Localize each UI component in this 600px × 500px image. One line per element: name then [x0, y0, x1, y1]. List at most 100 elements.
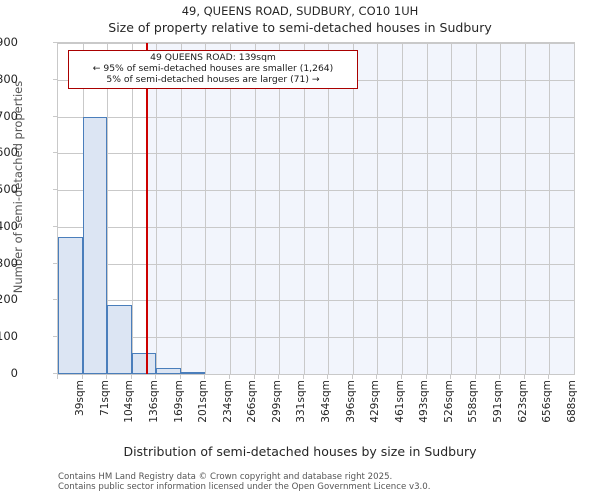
x-tick-label-169sqm: 169sqm	[172, 380, 185, 423]
x-tick-label-623sqm: 623sqm	[516, 380, 529, 423]
y-tick-label-100: 100	[0, 329, 18, 344]
gridline-y-700	[58, 116, 574, 118]
gridline-y-900	[58, 43, 574, 44]
x-tick-591sqm	[474, 375, 476, 379]
x-tick-39sqm	[57, 375, 58, 379]
gridline-x-11	[328, 43, 330, 374]
gridline-x-3	[131, 43, 133, 374]
bar-201sqm	[180, 372, 206, 374]
gridline-y-100	[58, 337, 574, 339]
gridline-y-300	[58, 263, 574, 265]
y-tick-900	[53, 42, 57, 43]
y-tick-300	[53, 262, 57, 264]
y-tick-700	[53, 115, 57, 117]
y-tick-0	[53, 373, 57, 374]
gridline-x-19	[524, 43, 526, 374]
x-tick-label-461sqm: 461sqm	[393, 380, 406, 423]
attribution-footer: Contains HM Land Registry data © Crown c…	[58, 472, 430, 493]
x-tick-688sqm	[548, 375, 550, 379]
y-tick-600	[53, 152, 57, 154]
gridline-y-500	[58, 190, 574, 192]
y-tick-label-700: 700	[0, 108, 18, 123]
x-tick-201sqm	[179, 375, 181, 379]
y-tick-400	[53, 225, 57, 227]
x-tick-429sqm	[351, 375, 353, 379]
footer-line-2: Contains public sector information licen…	[58, 482, 431, 493]
x-tick-234sqm	[204, 375, 206, 379]
y-tick-500	[53, 189, 57, 191]
y-tick-label-900: 900	[0, 35, 18, 49]
y-tick-label-600: 600	[0, 145, 18, 160]
bar-104sqm	[107, 304, 132, 374]
bar-39sqm	[58, 236, 83, 374]
annotation-line-3: 5% of semi-detached houses are larger (7…	[106, 74, 320, 86]
x-tick-493sqm	[401, 375, 402, 379]
bar-71sqm	[82, 116, 108, 374]
x-tick-299sqm	[253, 375, 255, 379]
x-tick-461sqm	[376, 375, 378, 379]
x-tick-label-299sqm: 299sqm	[270, 380, 283, 423]
gridline-y-200	[58, 300, 574, 302]
x-tick-label-591sqm: 591sqm	[492, 380, 504, 423]
gridline-x-13	[377, 43, 379, 374]
gridline-x-16	[451, 43, 453, 374]
bar-136sqm	[131, 353, 157, 374]
x-tick-label-558sqm: 558sqm	[467, 380, 480, 423]
x-tick-364sqm	[302, 375, 304, 379]
property-marker-line	[146, 43, 148, 374]
y-tick-label-0: 0	[10, 366, 18, 380]
gridline-x-14	[402, 43, 403, 374]
x-tick-71sqm	[81, 375, 83, 379]
plot-area: 49 QUEENS ROAD: 139sqm ← 95% of semi-det…	[57, 42, 575, 375]
x-tick-label-201sqm: 201sqm	[197, 380, 210, 423]
shaded-region-larger	[146, 43, 574, 374]
x-tick-label-656sqm: 656sqm	[541, 380, 554, 423]
annotation-line-1: 49 QUEENS ROAD: 139sqm	[150, 52, 276, 63]
x-tick-label-493sqm: 493sqm	[418, 380, 431, 423]
x-tick-266sqm	[229, 375, 230, 379]
x-tick-104sqm	[106, 375, 108, 379]
gridline-x-6	[205, 43, 207, 374]
x-tick-label-526sqm: 526sqm	[442, 380, 455, 423]
x-tick-558sqm	[450, 375, 452, 379]
x-tick-label-688sqm: 688sqm	[565, 380, 578, 423]
y-tick-label-200: 200	[0, 292, 18, 307]
gridline-x-10	[303, 43, 305, 374]
gridline-x-7	[230, 43, 231, 374]
x-tick-331sqm	[278, 375, 280, 379]
x-tick-label-71sqm: 71sqm	[98, 380, 111, 417]
x-tick-136sqm	[130, 375, 132, 379]
y-tick-200	[53, 299, 57, 301]
x-tick-label-429sqm: 429sqm	[369, 380, 382, 423]
annotation-box: 49 QUEENS ROAD: 139sqm ← 95% of semi-det…	[68, 50, 358, 89]
x-tick-label-331sqm: 331sqm	[295, 380, 308, 423]
x-tick-169sqm	[155, 375, 157, 379]
gridline-x-17	[475, 43, 477, 374]
y-tick-100	[53, 336, 57, 338]
x-tick-label-39sqm: 39sqm	[74, 380, 87, 417]
gridline-y-600	[58, 153, 574, 155]
x-tick-label-364sqm: 364sqm	[320, 380, 332, 423]
page-title: 49, QUEENS ROAD, SUDBURY, CO10 1UH	[181, 4, 419, 18]
bar-169sqm	[156, 367, 181, 374]
gridline-x-2	[107, 43, 109, 374]
gridline-x-20	[549, 43, 551, 374]
gridline-x-8	[254, 43, 256, 374]
gridline-x-12	[352, 43, 354, 374]
chart-subtitle: Size of property relative to semi-detach…	[108, 20, 492, 35]
y-tick-label-400: 400	[0, 218, 18, 233]
gridline-x-5	[180, 43, 182, 374]
y-tick-label-500: 500	[0, 182, 18, 197]
y-tick-label-300: 300	[0, 255, 18, 270]
footer-line-1: Contains HM Land Registry data © Crown c…	[58, 472, 393, 482]
x-tick-label-104sqm: 104sqm	[123, 380, 136, 423]
x-tick-label-136sqm: 136sqm	[148, 380, 160, 423]
x-tick-526sqm	[425, 375, 427, 379]
x-tick-label-396sqm: 396sqm	[344, 380, 357, 423]
y-tick-label-800: 800	[0, 71, 18, 86]
x-tick-396sqm	[327, 375, 329, 379]
annotation-line-2: ← 95% of semi-detached houses are smalle…	[92, 63, 334, 75]
x-tick-label-266sqm: 266sqm	[246, 380, 259, 423]
x-tick-656sqm	[523, 375, 525, 379]
